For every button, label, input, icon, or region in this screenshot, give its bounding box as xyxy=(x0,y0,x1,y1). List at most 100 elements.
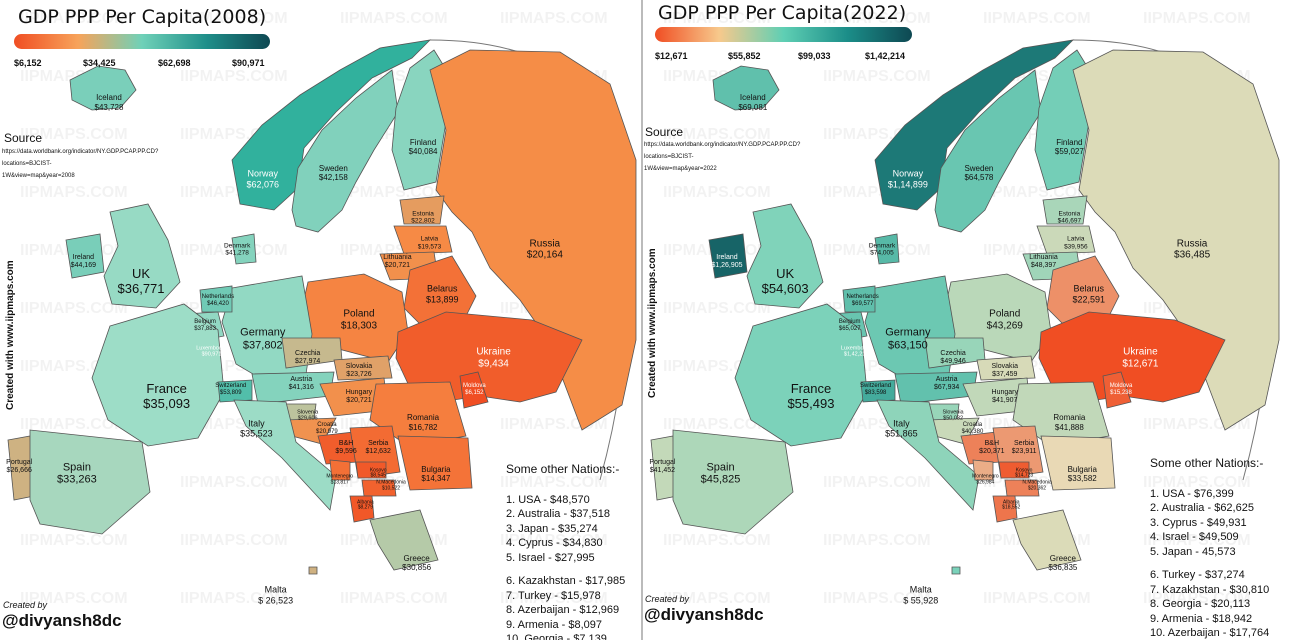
country-value: $74,005 xyxy=(870,249,894,257)
country-value: $8,545 xyxy=(370,472,386,479)
country-italy xyxy=(233,399,337,511)
country-name: Finland xyxy=(1056,138,1083,147)
country-moldova xyxy=(459,371,489,409)
country-label-montenegro: Montenegro $13,817 xyxy=(326,473,354,486)
watermark-text: IIPMAPS.COM xyxy=(20,126,128,143)
country-label-slovakia: Slovakia $23,726 xyxy=(346,363,372,379)
country-name: Slovenia xyxy=(297,409,319,416)
country-italy xyxy=(876,399,980,511)
country-name: Czechia xyxy=(940,350,966,358)
country-value: $20,721 xyxy=(346,396,372,404)
country-iceland xyxy=(69,65,137,111)
country-kosovo xyxy=(998,461,1030,479)
country-spain xyxy=(672,429,794,535)
list-item: 10. Azerbaijan - $17,764 xyxy=(1150,627,1270,639)
list-item: 4. Cyprus - $34,830 xyxy=(506,537,603,549)
country-greece xyxy=(369,509,439,571)
country-name: Bulgaria xyxy=(1067,464,1097,474)
country-label-uk: UK $54,603 xyxy=(762,266,809,297)
country-name: Spain xyxy=(62,460,91,473)
author-handle: @divyansh8dc xyxy=(644,605,764,624)
country-value: $13,817 xyxy=(330,479,349,485)
country-name: Netherlands xyxy=(846,293,879,300)
country-label-greece: Greece $30,856 xyxy=(402,554,431,572)
scale-tick: $6,152 xyxy=(14,58,42,68)
country-label-kosovo: Kosovo $8,545 xyxy=(370,467,387,480)
country-label-croatia: Croatia $20,979 xyxy=(316,422,338,436)
country-name: Portugal xyxy=(6,459,33,467)
country-value: $41,278 xyxy=(225,249,249,257)
country-label-finland: Finland $40,084 xyxy=(409,138,438,156)
country-value: $62,076 xyxy=(246,179,280,190)
country-value: $14,723 xyxy=(1015,472,1034,479)
country-name: Poland xyxy=(989,308,1021,320)
country-label-russia: Russia $36,485 xyxy=(1174,238,1210,261)
country-value: $39,956 xyxy=(1064,243,1088,251)
country-name: Montenegro xyxy=(326,473,354,480)
country-label-lithuania: Lithuania $20,721 xyxy=(383,254,411,270)
country-label-luxembourg: Luxembourg $90,971 xyxy=(196,346,227,359)
country-malta xyxy=(951,566,961,575)
country-name: Latvia xyxy=(420,235,439,243)
country-ireland xyxy=(65,233,105,279)
list-item: 2. Australia - $37,518 xyxy=(506,508,610,520)
country-label-hungary: Hungary $41,907 xyxy=(992,389,1018,405)
country-estonia xyxy=(1042,195,1088,225)
country-value: $51,865 xyxy=(885,428,918,439)
watermark-text: IIPMAPS.COM xyxy=(180,68,288,85)
country-norway xyxy=(231,39,432,211)
country-name: Slovakia xyxy=(991,363,1018,371)
country-value: $22,591 xyxy=(1072,294,1106,305)
country-value: $41,452 xyxy=(649,467,676,475)
country-montenegro xyxy=(329,459,351,481)
country-label-montenegro: Montenegro $26,984 xyxy=(972,473,999,486)
map-title: GDP PPP Per Capita(2008) xyxy=(18,6,267,28)
list-item: 7. Kazakhstan - $30,810 xyxy=(1150,583,1270,596)
country-iceland xyxy=(712,65,780,111)
country-label-germany: Germany $37,802 xyxy=(240,327,285,352)
country-name: Montenegro xyxy=(972,473,999,480)
country-label-austria: Austria $67,934 xyxy=(934,376,959,392)
watermark-text: IIPMAPS.COM xyxy=(823,10,931,27)
map-panel-2008: IIPMAPS.COM IIPMAPS.COM IIPMAPS.COM IIPMAPS… xyxy=(0,0,641,640)
country-label-latvia: Latvia $19,573 xyxy=(418,236,442,251)
list-item: 9. Armenia - $8,097 xyxy=(506,618,603,631)
country-name: N.Macedonia xyxy=(376,479,406,486)
country-value: $18,303 xyxy=(340,320,378,331)
country-name: Luxembourg xyxy=(840,345,872,352)
country-name: Italy xyxy=(248,418,265,429)
country-value: $29,606 xyxy=(297,416,318,422)
country-label-czechia: Czechia $27,974 xyxy=(295,350,320,366)
country-denmark xyxy=(231,233,257,265)
country-value: $50,032 xyxy=(943,416,964,422)
watermark-text: IIPMAPS.COM xyxy=(20,300,128,317)
country-label-sweden: Sweden $64,578 xyxy=(964,164,993,182)
country-value: $33,263 xyxy=(57,473,97,486)
country-label-czechia: Czechia $49,946 xyxy=(940,350,965,366)
watermark-text: IIPMAPS.COM xyxy=(180,532,288,549)
watermark-text: IIPMAPS.COM xyxy=(1143,590,1251,607)
scale-tick: $12,671 xyxy=(655,51,688,61)
country-label-switzerland: Switzerland $53,809 xyxy=(215,384,246,398)
watermark-text: IIPMAPS.COM xyxy=(500,10,608,27)
list-item: 5. Japan - 45,573 xyxy=(1150,545,1236,558)
country-name: France xyxy=(790,380,832,396)
country-value: $26,984 xyxy=(976,479,995,485)
watermark-text: IIPMAPS.COM xyxy=(823,590,931,607)
list-item: 3. Japan - $35,274 xyxy=(506,522,598,535)
watermark-text: IIPMAPS.COM xyxy=(823,68,931,85)
country-value: $90,971 xyxy=(201,352,222,358)
country-label-sweden: Sweden $42,158 xyxy=(319,164,348,182)
country-label-poland: Poland $18,303 xyxy=(341,309,377,332)
country-label-belgium: Belgium $37,883 xyxy=(194,320,216,334)
country-name: Malta xyxy=(264,584,287,595)
country-value: $65,027 xyxy=(838,326,861,333)
country-value: $37,459 xyxy=(992,371,1018,379)
country-label-estonia: Estonia $46,697 xyxy=(1058,210,1082,225)
country-value: $23,911 xyxy=(1011,448,1037,455)
watermark-text: IIPMAPS.COM xyxy=(20,184,128,201)
country-name: Netherlands xyxy=(201,293,235,300)
country-bulgaria xyxy=(1040,435,1116,491)
country-value: $36,771 xyxy=(117,280,165,296)
country-name: Moldova xyxy=(1109,383,1133,390)
